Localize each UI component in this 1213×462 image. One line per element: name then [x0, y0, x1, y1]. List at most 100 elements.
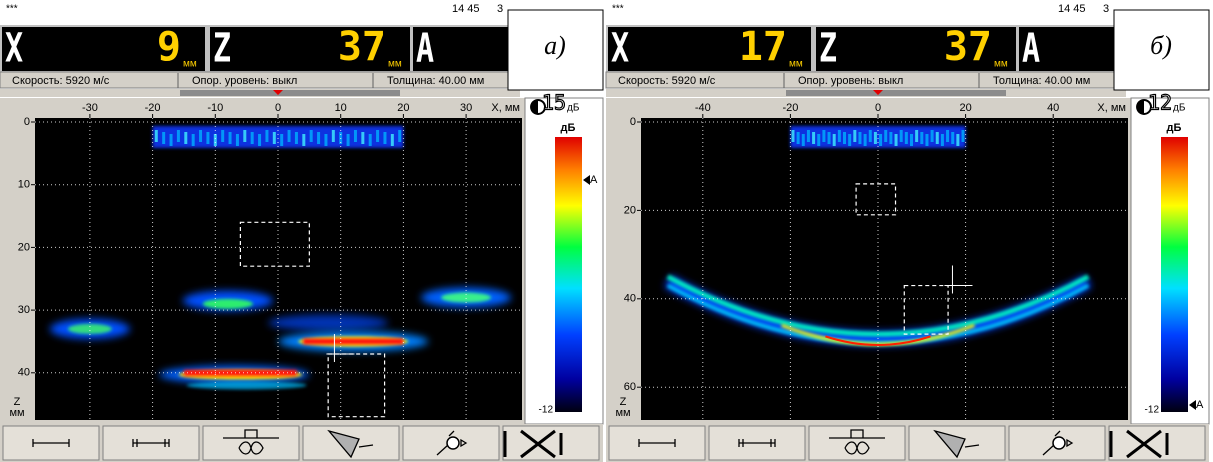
toolbar-icon	[829, 429, 885, 455]
readout-axis: A	[1022, 25, 1040, 71]
scroll-marker	[873, 90, 883, 95]
echo	[186, 381, 307, 390]
surface-streak	[280, 134, 284, 146]
surface-streak	[961, 130, 965, 142]
surface-streak	[331, 130, 335, 142]
x-tick-label: 20	[397, 102, 409, 114]
surface-streak	[191, 134, 195, 146]
z-tick-label: 0	[24, 116, 30, 128]
surface-streak	[935, 132, 939, 144]
info-text: Опор. уровень: выкл	[192, 75, 297, 87]
gate-box	[327, 353, 386, 418]
x-tick-label: 0	[275, 102, 281, 114]
status-indicator: ***	[612, 4, 624, 15]
toolbar-icon	[1052, 436, 1066, 450]
colorbar-min: -12	[539, 405, 554, 416]
toolbar-icon	[436, 430, 468, 456]
surface-streak	[250, 132, 254, 144]
colorbar	[1161, 137, 1188, 412]
readout-box	[413, 27, 515, 71]
surface-streak	[228, 132, 232, 144]
colorbar-marker	[583, 175, 590, 185]
image-area	[641, 118, 1128, 420]
surface-streak	[868, 130, 872, 142]
cursor	[326, 333, 355, 362]
x-tick-label: 10	[335, 102, 347, 114]
surface-streak	[265, 130, 269, 142]
surface-streak	[287, 130, 291, 142]
surface-streak	[909, 134, 913, 146]
z-tick-label: 30	[18, 304, 30, 316]
readout-unit: мм	[994, 59, 1008, 70]
panel-label: а)	[544, 31, 566, 60]
status-indicator: ***	[6, 4, 18, 15]
b-scan-image	[49, 126, 512, 390]
status-bar	[0, 0, 603, 25]
echo	[67, 323, 112, 334]
clock-extra: 3	[497, 3, 503, 15]
z-axis-label: мм	[615, 407, 630, 419]
readout-value: 37	[944, 24, 992, 70]
readout-axis: X	[611, 25, 629, 71]
info-text: Скорость: 5920 м/с	[12, 75, 110, 87]
cursor	[944, 265, 973, 294]
surface-streak	[956, 134, 960, 146]
surface-streak	[368, 134, 372, 146]
colorbar-title: дБ	[561, 122, 576, 134]
surface-streak	[946, 130, 950, 142]
z-axis-label: мм	[9, 407, 24, 419]
readout-box	[210, 27, 410, 71]
surface-streak	[863, 134, 867, 146]
backwall-peak	[825, 335, 931, 346]
panel-label-box	[507, 9, 604, 91]
x-tick-label: 30	[460, 102, 472, 114]
x-tick-label: -20	[145, 102, 161, 114]
surface-streak	[889, 132, 893, 144]
z-axis-label: Z	[620, 396, 627, 408]
surface-streak	[302, 134, 306, 146]
surface-streak	[915, 130, 919, 142]
readout-value: 17	[739, 24, 787, 70]
colorbar-marker-label: A	[1196, 399, 1204, 411]
readout-unit: мм	[789, 59, 803, 70]
surface-streak	[951, 132, 955, 144]
toolbar-icon	[1042, 430, 1074, 456]
x-tick-label: -20	[782, 102, 798, 114]
toolbar-button[interactable]	[808, 425, 906, 461]
readout-box	[1019, 27, 1121, 71]
status-bar	[606, 0, 1209, 25]
surface-streak	[376, 130, 380, 142]
surface-streak	[169, 134, 173, 146]
surface-streak	[206, 132, 210, 144]
surface-streak	[894, 134, 898, 146]
surface-streak	[858, 132, 862, 144]
surface-streak	[832, 134, 836, 146]
toolbar-button[interactable]	[202, 425, 300, 461]
surface-streak	[920, 132, 924, 144]
surface-streak	[383, 132, 387, 144]
z-axis-label: Z	[14, 396, 21, 408]
z-tick-label: 40	[624, 293, 636, 305]
panel-label: б)	[1150, 31, 1172, 60]
surface-streak	[390, 134, 394, 146]
gain-value: 12	[1148, 91, 1172, 115]
readout-box	[816, 27, 1016, 71]
surface-streak	[272, 132, 276, 144]
colorbar-title: дБ	[1167, 122, 1182, 134]
echo	[441, 292, 492, 303]
surface-streak	[806, 130, 810, 142]
surface-streak	[213, 134, 217, 146]
surface-streak	[940, 134, 944, 146]
surface-streak	[235, 134, 239, 146]
readout-axis: A	[416, 25, 434, 71]
surface-streak	[904, 132, 908, 144]
toolbar-icon	[1109, 429, 1169, 459]
surface-streak	[925, 134, 929, 146]
readout-axis: Z	[213, 25, 231, 71]
info-text: Толщина: 40.00 мм	[993, 75, 1090, 87]
surface-streak	[884, 130, 888, 142]
surface-streak	[899, 130, 903, 142]
surface-streak	[353, 130, 357, 142]
